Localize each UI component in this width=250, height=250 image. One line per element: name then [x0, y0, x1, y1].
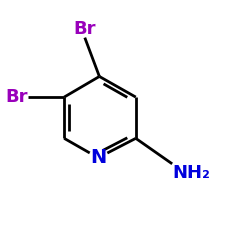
Text: NH₂: NH₂	[172, 164, 210, 182]
Text: N: N	[90, 148, 106, 167]
Text: Br: Br	[5, 88, 28, 106]
Text: Br: Br	[74, 20, 96, 38]
